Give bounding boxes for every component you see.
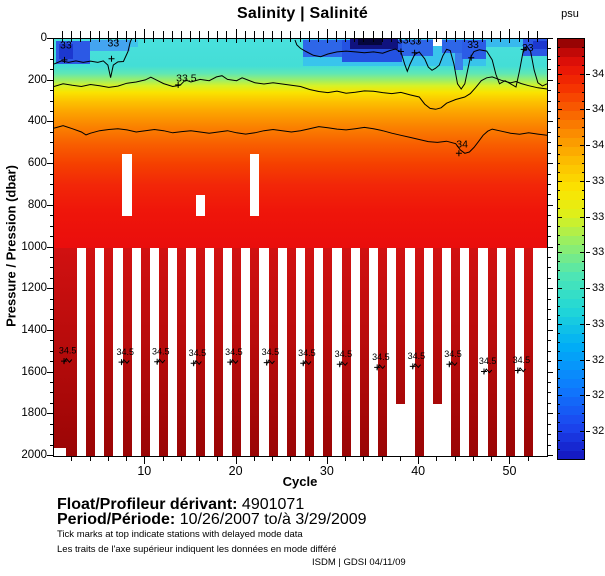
svg-text:33.5: 33.5 — [176, 73, 197, 85]
period-line: Period/Période: 10/26/2007 to/à 3/29/200… — [57, 511, 367, 529]
note-french: Les traits de l'axe supérieur indiquent … — [57, 544, 337, 555]
svg-text:34.5: 34.5 — [262, 347, 280, 357]
svg-text:34.5: 34.5 — [225, 347, 243, 357]
note-english: Tick marks at top indicate stations with… — [57, 529, 303, 540]
svg-text:33: 33 — [467, 39, 479, 51]
period-value: 10/26/2007 to/à 3/29/2009 — [179, 511, 367, 528]
svg-text:34: 34 — [456, 138, 468, 150]
svg-text:34.5: 34.5 — [479, 356, 497, 366]
svg-text:33: 33 — [60, 39, 72, 51]
svg-text:34.5: 34.5 — [372, 352, 390, 362]
svg-text:34.5: 34.5 — [116, 347, 134, 357]
svg-text:34.5: 34.5 — [408, 351, 426, 361]
page-title: Salinity | Salinité — [237, 5, 368, 22]
svg-text:33: 33 — [410, 39, 422, 48]
float-label: Float/Profileur dérivant: — [57, 496, 238, 513]
svg-text:34.5: 34.5 — [152, 346, 170, 356]
float-value: 4901071 — [241, 496, 305, 513]
svg-text:33: 33 — [397, 39, 409, 47]
period-label: Period/Période: — [57, 511, 176, 528]
svg-text:33: 33 — [107, 39, 119, 50]
svg-text:34.5: 34.5 — [335, 349, 353, 359]
credit-line: ISDM | GDSI 04/11/09 — [312, 557, 406, 568]
svg-text:34.5: 34.5 — [189, 348, 207, 358]
colorbar-unit-label: psu — [561, 8, 579, 20]
svg-text:34.5: 34.5 — [444, 349, 462, 359]
x-axis-label: Cycle — [282, 474, 318, 489]
plot-area: 33 33 33 33 33 33 33.5 34 34.5 34.5 34.5 34.5 34.5 34… — [53, 38, 548, 457]
colorbar — [557, 38, 585, 460]
svg-text:33: 33 — [522, 42, 534, 54]
svg-text:34.5: 34.5 — [298, 348, 316, 358]
svg-text:34.5: 34.5 — [59, 346, 77, 356]
float-id-line: Float/Profileur dérivant: 4901071 — [57, 496, 304, 514]
svg-text:34.5: 34.5 — [513, 355, 531, 365]
